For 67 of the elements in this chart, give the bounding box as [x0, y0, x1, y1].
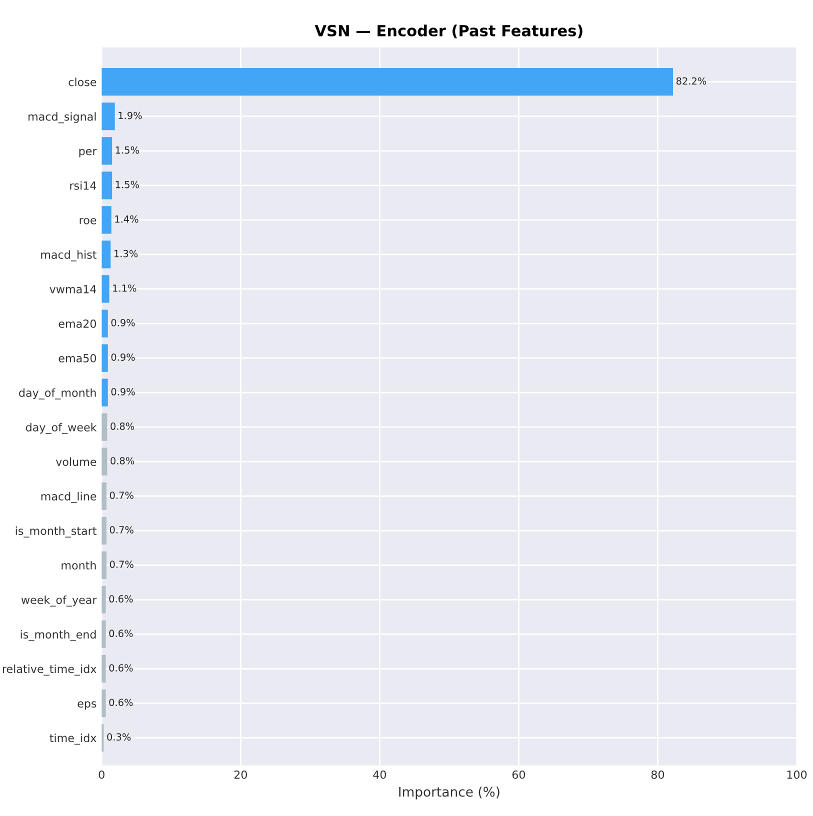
- data-label: 0.6%: [109, 664, 133, 672]
- data-label: 0.7%: [110, 492, 134, 499]
- bar: [102, 102, 115, 130]
- y-tick-label: relative_time_idx: [2, 664, 96, 676]
- y-tick-label: rsi14: [70, 181, 96, 190]
- y-tick-label: per: [79, 148, 97, 158]
- bar: [102, 240, 111, 268]
- bar: [102, 586, 106, 614]
- x-tick-label: 80: [651, 770, 664, 779]
- bar: [102, 275, 110, 303]
- bar: [102, 516, 106, 544]
- data-label: 1.5%: [116, 180, 139, 188]
- data-label: 1.1%: [113, 284, 136, 292]
- data-label: 0.8%: [110, 457, 134, 464]
- y-tick-label: ema20: [58, 319, 96, 328]
- data-label: 1.5%: [116, 146, 139, 154]
- data-label: 0.8%: [110, 422, 134, 430]
- y-tick-label: roe: [80, 218, 96, 224]
- x-axis-title: Importance (%): [399, 786, 500, 800]
- y-tick-label: day_of_month: [19, 388, 96, 400]
- y-tick-label: week_of_year: [21, 595, 97, 607]
- data-label: 82.2%: [676, 77, 706, 85]
- x-tick-label: 20: [234, 770, 247, 779]
- bar: [102, 137, 112, 165]
- data-label: 0.9%: [111, 318, 135, 326]
- bar: [102, 413, 108, 441]
- y-tick-label: close: [68, 78, 96, 86]
- bar: [102, 172, 112, 200]
- bar: [102, 620, 106, 648]
- data-label: 0.3%: [107, 733, 131, 741]
- y-tick-label: macd_line: [41, 492, 96, 503]
- bar: [102, 689, 106, 718]
- x-tick-label: 100: [787, 770, 807, 779]
- y-tick-label: eps: [78, 701, 96, 710]
- bar: [102, 654, 106, 683]
- data-label: 0.7%: [110, 560, 134, 568]
- chart-title: VSN — Encoder (Past Features): [314, 24, 582, 38]
- y-tick-label: macd_hist: [41, 250, 96, 262]
- data-label: 0.6%: [109, 630, 133, 638]
- bar: [102, 68, 674, 96]
- data-label: 0.6%: [109, 698, 133, 706]
- data-label: 0.6%: [109, 595, 133, 603]
- bar: [102, 448, 108, 476]
- y-tick-label: time_idx: [50, 734, 96, 745]
- bar: [102, 482, 106, 510]
- y-tick-label: is_month_start: [16, 526, 96, 538]
- x-tick-label: 60: [512, 770, 526, 779]
- y-tick-label: macd_signal: [28, 112, 96, 124]
- data-label: 0.7%: [110, 526, 134, 534]
- bar: [102, 378, 108, 406]
- y-tick-label: day_of_week: [26, 422, 97, 434]
- bar: [102, 344, 108, 372]
- data-label: 0.9%: [111, 388, 135, 396]
- x-tick-label: 0: [98, 770, 104, 779]
- data-label: 1.4%: [115, 215, 138, 223]
- data-label: 0.9%: [111, 354, 135, 361]
- bar: [102, 551, 106, 579]
- x-tick-label: 40: [373, 770, 386, 779]
- y-tick-label: ema50: [58, 354, 96, 362]
- data-label: 1.9%: [118, 112, 142, 120]
- y-tick-label: month: [62, 560, 96, 570]
- bar: [102, 206, 112, 234]
- y-tick-label: volume: [56, 457, 96, 466]
- y-tick-label: is_month_end: [20, 630, 96, 642]
- data-label: 1.3%: [114, 250, 138, 258]
- bar: [102, 310, 108, 338]
- y-tick-label: vwma14: [50, 285, 96, 294]
